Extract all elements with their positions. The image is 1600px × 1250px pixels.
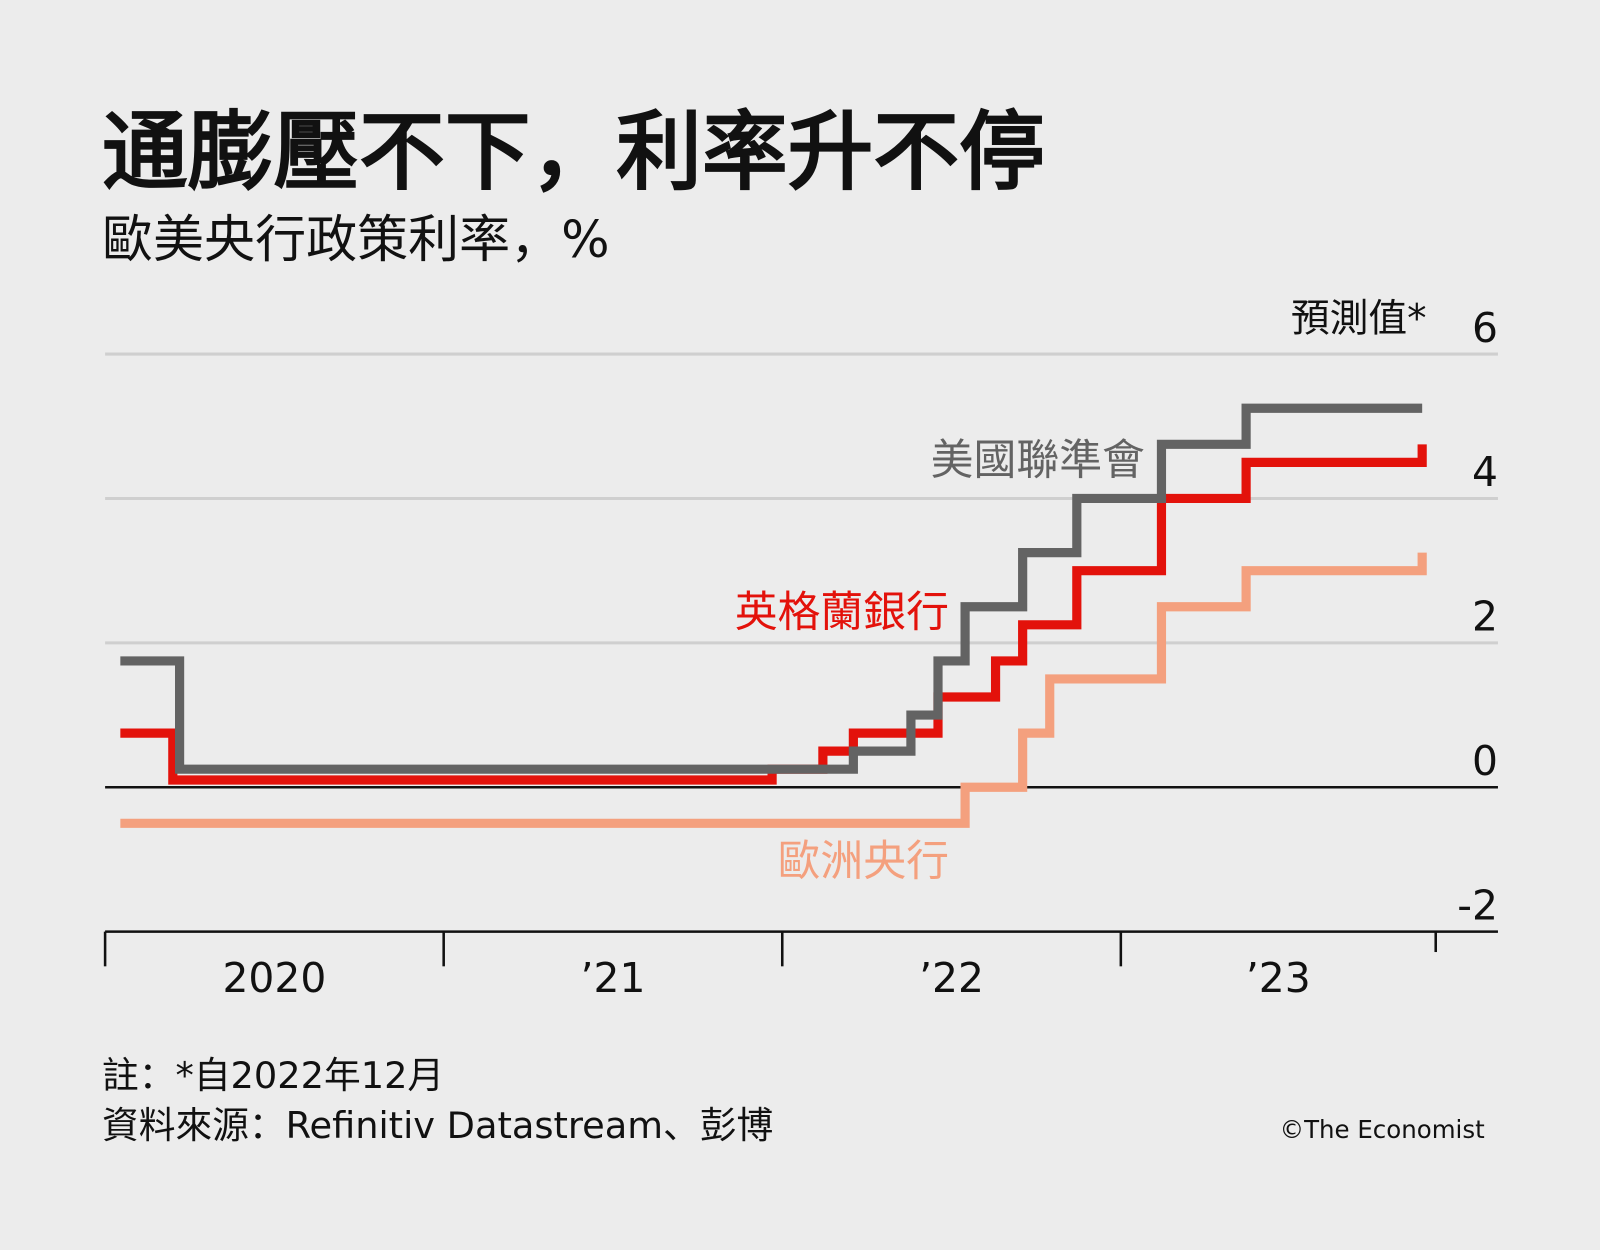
credit: ©The Economist: [1280, 1115, 1485, 1144]
note: 註：*自2022年12月: [102, 1054, 444, 1097]
forecast-annotation: 預測值*: [1291, 297, 1427, 342]
series-label: 美國聯準會: [931, 435, 1145, 485]
y-tick-label: -2: [1457, 881, 1498, 929]
x-tick-label: 2020: [222, 954, 326, 1002]
series-label: 歐洲央行: [778, 837, 949, 887]
y-tick-label: 0: [1472, 737, 1498, 785]
series-label: 英格蘭銀行: [735, 588, 949, 638]
y-tick-label: 2: [1472, 593, 1498, 641]
series-line: [120, 403, 1423, 774]
chart-subtitle: 歐美央行政策利率，%: [102, 211, 610, 270]
y-tick-label: 6: [1472, 304, 1498, 352]
x-tick-label: ’21: [581, 954, 646, 1002]
x-tick-label: ’23: [1246, 954, 1311, 1002]
y-tick-label: 4: [1472, 448, 1498, 496]
series-line: [120, 552, 1427, 828]
chart-title: 通膨壓不下，利率升不停: [102, 103, 1045, 203]
x-tick-label: ’22: [919, 954, 984, 1002]
source: 資料來源：Refinitiv Datastream、彭博: [102, 1104, 773, 1147]
